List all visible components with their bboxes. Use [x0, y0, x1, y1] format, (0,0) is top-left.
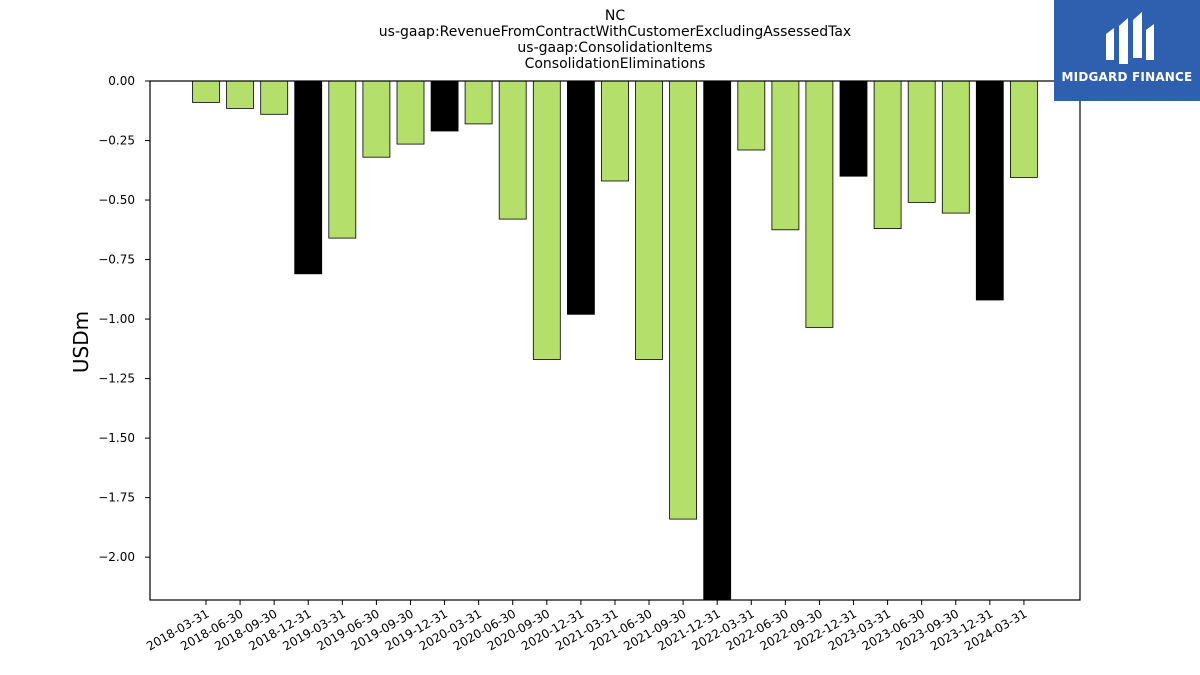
bars-group — [192, 80, 1038, 601]
bar-2019-12-31 — [430, 80, 459, 132]
bar-2023-03-31 — [873, 80, 902, 230]
bar-2024-03-31 — [1010, 80, 1038, 178]
chart-title-line-2: us-gaap:RevenueFromContractWithCustomerE… — [378, 24, 852, 40]
y-tick-label: 0.00 — [108, 74, 135, 88]
y-tick-label: −1.75 — [98, 491, 135, 505]
y-axis-label: USDm — [69, 311, 93, 373]
bar-2023-09-30 — [941, 80, 970, 214]
bar-2022-12-31 — [839, 80, 868, 177]
bar-2019-09-30 — [396, 80, 425, 145]
plot-frame — [149, 80, 1081, 601]
bar-2023-06-30 — [907, 80, 936, 203]
logo: MIDGARD FINANCE — [1054, 0, 1200, 101]
bar-2022-06-30 — [771, 80, 800, 231]
y-tick-label: −1.00 — [98, 312, 135, 326]
bar-2022-09-30 — [805, 80, 834, 328]
bar-2021-12-31 — [703, 80, 732, 601]
y-axis: 0.00 −0.25 −0.50 −0.75 −1.00 −1.25 −1.50 −1.75 −… — [98, 74, 150, 564]
bar-2021-03-31 — [601, 80, 629, 182]
bar-2021-09-30 — [669, 80, 697, 520]
chart-title-line-4: ConsolidationEliminations — [524, 56, 706, 72]
bar-2018-03-31 — [192, 80, 220, 103]
x-axis: 2018-03-312018-06-302018-09-302018-12-31… — [144, 600, 1029, 653]
bar-2020-03-31 — [464, 80, 493, 125]
chart-title-line-1: NC — [604, 8, 626, 24]
bar-2019-06-30 — [362, 80, 391, 158]
y-tick-label: −0.75 — [98, 253, 135, 267]
bar-2020-09-30 — [532, 80, 561, 360]
chart-title-line-3: us-gaap:ConsolidationItems — [517, 40, 713, 56]
y-tick-label: −0.25 — [98, 134, 135, 148]
bar-2023-12-31 — [975, 80, 1004, 301]
logo-text: MIDGARD FINANCE — [1061, 70, 1193, 84]
y-tick-label: −1.25 — [98, 372, 135, 386]
y-tick-label: −1.50 — [98, 431, 135, 445]
y-tick-label: −0.50 — [98, 193, 135, 207]
bar-2018-12-31 — [294, 80, 323, 275]
bar-2018-09-30 — [260, 80, 289, 115]
y-tick-label: −2.00 — [98, 550, 135, 564]
bar-2021-06-30 — [635, 80, 663, 360]
bar-2019-03-31 — [328, 80, 357, 239]
bar-2020-12-31 — [567, 80, 595, 315]
logo-mark-icon — [1106, 12, 1154, 64]
bar-2020-06-30 — [498, 80, 527, 220]
bar-2018-06-30 — [226, 80, 255, 109]
bar-2022-03-31 — [737, 80, 766, 151]
